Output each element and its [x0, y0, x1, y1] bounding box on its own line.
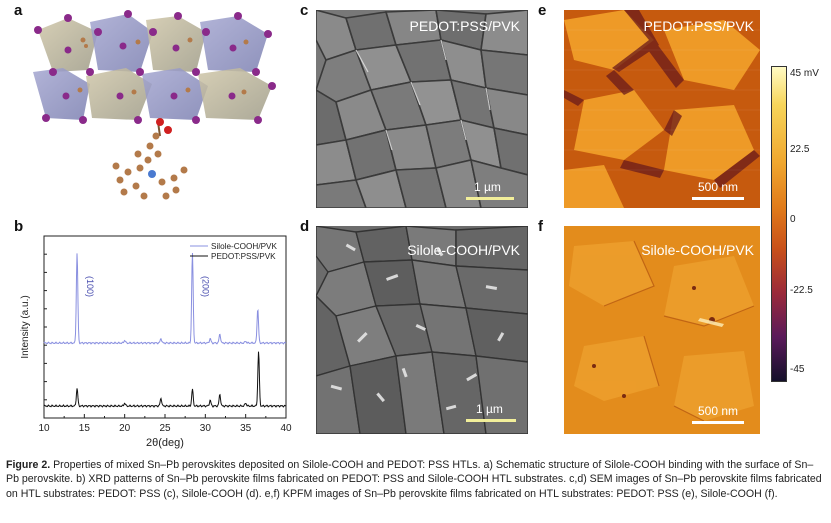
sem-label-silole: Silole-COOH/PVK [407, 242, 520, 258]
y-axis-label: Intensity (a.u.) [20, 295, 31, 358]
plot-frame [43, 235, 287, 419]
panel-letter-e: e [538, 2, 547, 19]
x-tick-label: 40 [280, 423, 292, 434]
xrd-series-line [43, 252, 287, 345]
panel-letter-a: a [14, 2, 23, 19]
colorbar-tick-4: -22.5 [790, 285, 813, 296]
x-tick-label: 30 [200, 423, 212, 434]
sem-image-pedot: PEDOT:PSS/PVK 1 µm [316, 10, 528, 208]
x-tick-label: 20 [119, 423, 131, 434]
colorbar-tick-5: -45 [790, 364, 805, 375]
colorbar-tick-2: 22.5 [790, 144, 810, 155]
figure-caption: Figure 2. Properties of mixed Sn–Pb pero… [6, 458, 826, 501]
kpfm-colorbar [771, 66, 787, 382]
peak-annotation: (100) [85, 276, 95, 297]
scale-bar-d [466, 419, 516, 422]
scale-text-f: 500 nm [698, 404, 739, 418]
iodide-atoms [34, 10, 276, 124]
scale-text-e: 500 nm [698, 180, 739, 194]
scale-bar-f [692, 421, 744, 424]
legend-entry: PEDOT:PSS/PVK [211, 252, 276, 261]
kpfm-label-silole: Silole-COOH/PVK [641, 242, 754, 258]
crystal-structure-schematic [33, 10, 276, 200]
x-tick-label: 25 [159, 423, 171, 434]
kpfm-texture [564, 226, 760, 434]
organic-cations [77, 37, 249, 95]
figure-number: Figure 2. [6, 459, 51, 471]
x-tick-label: 10 [38, 423, 50, 434]
scale-bar-c [466, 197, 514, 200]
scale-text-d: 1 µm [476, 402, 503, 416]
sem-grain-texture [316, 226, 528, 434]
panel-letter-b: b [14, 218, 24, 235]
x-axis-label: 2θ(deg) [146, 437, 184, 449]
caption-text: Properties of mixed Sn–Pb perovskites de… [6, 459, 822, 500]
kpfm-texture [564, 10, 760, 208]
scale-bar-e [692, 197, 744, 200]
panel-letter-c: c [300, 2, 309, 19]
x-tick-label: 35 [240, 423, 252, 434]
x-tick-label: 15 [79, 423, 91, 434]
sem-grain-texture [316, 10, 528, 208]
colorbar-tick-1: 45 mV [790, 68, 819, 79]
silole-cooh-molecule [112, 118, 188, 200]
xrd-chart: 10 15 20 25 30 35 40 2θ(deg) Intensity (a.u.) (10… [20, 235, 292, 449]
sem-image-silole: Silole-COOH/PVK 1 µm [316, 226, 528, 434]
kpfm-label-pedot: PEDOT:PSS/PVK [643, 18, 754, 34]
legend-entry: Silole-COOH/PVK [211, 242, 278, 251]
kpfm-image-silole: Silole-COOH/PVK 500 nm [564, 226, 760, 434]
panel-letter-f: f [538, 218, 543, 235]
kpfm-image-pedot: PEDOT:PSS/PVK 500 nm [564, 10, 760, 208]
xrd-series-line [43, 351, 287, 408]
scale-text-c: 1 µm [474, 180, 501, 194]
colorbar-tick-3: 0 [790, 214, 796, 225]
panel-letter-d: d [300, 218, 310, 235]
sem-label-pedot: PEDOT:PSS/PVK [409, 18, 520, 34]
peak-annotation: (200) [200, 276, 210, 297]
